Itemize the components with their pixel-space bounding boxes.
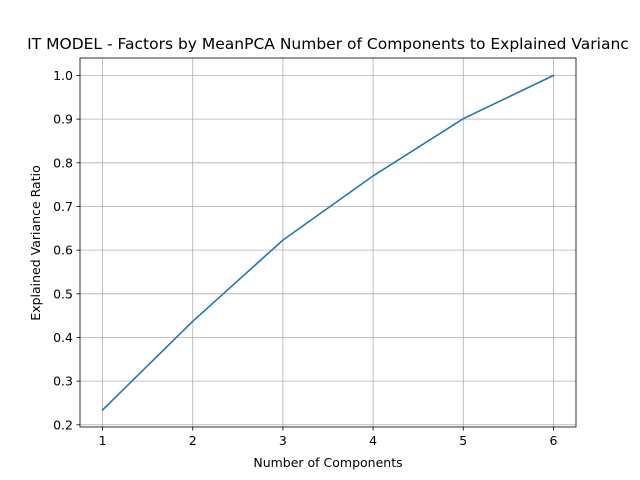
data-point <box>553 75 555 77</box>
x-tick-label: 2 <box>189 433 197 448</box>
x-tick-label: 6 <box>549 433 557 448</box>
x-tick-label: 3 <box>279 433 287 448</box>
series-layer <box>101 74 555 412</box>
data-point <box>372 175 374 177</box>
data-point <box>192 321 194 323</box>
y-tick-label: 0.2 <box>53 417 73 432</box>
x-tick-label: 1 <box>99 433 107 448</box>
plot-area-frame <box>79 57 577 428</box>
x-tick-label: 5 <box>459 433 467 448</box>
y-tick-label: 0.9 <box>53 112 73 127</box>
series-line <box>101 74 555 412</box>
y-tick-label: 0.3 <box>53 374 73 389</box>
data-point <box>282 239 284 241</box>
x-axis-label: Number of Components <box>253 455 402 470</box>
chart-title: IT MODEL - Factors by MeanPCA Number of … <box>27 35 629 53</box>
y-tick-label: 1.0 <box>53 68 73 83</box>
data-point <box>462 118 464 120</box>
data-point <box>102 409 104 411</box>
y-tick-label: 0.6 <box>53 243 73 258</box>
y-axis-label: Explained Variance Ratio <box>28 165 43 320</box>
y-tick-label: 0.7 <box>53 199 73 214</box>
y-tick-label: 0.8 <box>53 155 73 170</box>
grid <box>80 58 576 427</box>
y-tick-label: 0.5 <box>53 286 73 301</box>
x-tick-label: 4 <box>369 433 377 448</box>
ticks: 1 2 3 4 5 6 0.2 0.3 0.4 0.5 0.6 0.7 0.8 0.9 1.0 <box>53 68 557 448</box>
y-tick-label: 0.4 <box>53 330 73 345</box>
